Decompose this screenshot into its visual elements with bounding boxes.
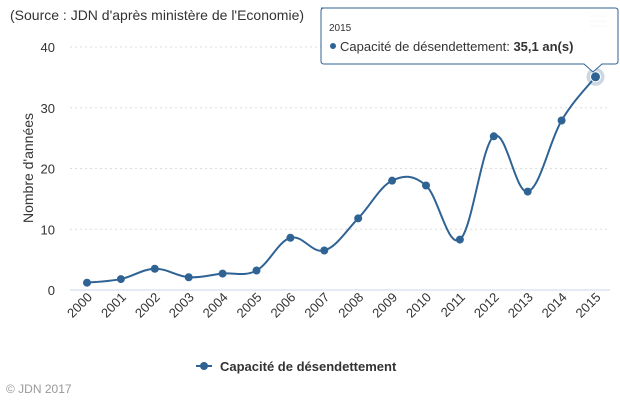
credits: © JDN 2017 [6,382,72,396]
x-tick-label: 2001 [98,290,129,321]
legend-item[interactable]: Capacité de désendettement [196,359,397,374]
x-tick-label: 2005 [234,290,265,321]
data-point[interactable] [184,273,193,282]
data-point[interactable] [523,187,532,196]
y-axis-ticks: 0 10 20 30 40 [41,40,55,298]
x-tick-label: 2006 [267,290,298,321]
x-tick-label: 2004 [200,290,231,321]
legend-marker-symbol [200,362,208,370]
data-point[interactable] [252,266,261,275]
legend-label: Capacité de désendettement [220,359,397,374]
data-point[interactable] [150,264,159,273]
tooltip-text: Capacité de désendettement: 35,1 an(s) [340,39,573,54]
x-tick-label: 2000 [64,290,95,321]
x-axis-ticks: 2000 2001 2002 2003 2004 2005 2006 2007 2008 2009… [64,290,604,321]
data-point[interactable] [489,132,498,141]
x-tick-label: 2002 [132,290,163,321]
data-point[interactable] [286,233,295,242]
y-tick-label: 30 [41,101,55,116]
tooltip-box [320,7,619,73]
tooltip-value: 35,1 an(s) [513,39,573,54]
x-tick-label: 2011 [438,290,468,320]
data-point[interactable] [218,269,227,278]
y-tick-label: 20 [41,162,55,177]
x-tick-label: 2009 [369,290,400,321]
data-point[interactable] [455,235,464,244]
tooltip-bullet [330,43,336,49]
x-tick-label: 2015 [573,290,604,321]
data-point[interactable] [116,275,125,284]
data-point[interactable] [320,246,329,255]
x-tick-label: 2013 [505,290,536,321]
data-point[interactable] [557,116,566,125]
y-axis-title: Nombre d'années [20,113,36,223]
y-tick-label: 0 [48,283,55,298]
y-tick-label: 40 [41,40,55,55]
x-tick-label: 2008 [335,290,366,321]
data-point[interactable] [388,176,397,185]
x-tick-label: 2012 [471,290,502,321]
tooltip-series-label: Capacité de désendettement: [340,39,513,54]
tooltip-header: 2015 [329,23,352,34]
series-group [83,67,605,287]
x-tick-label: 2003 [166,290,197,321]
x-tick-label: 2014 [539,290,570,321]
x-tick-label: 2007 [301,290,332,321]
tooltip: 2015 Capacité de désendettement: 35,1 an… [320,7,619,73]
data-point[interactable] [590,71,601,83]
data-point[interactable] [83,278,91,287]
data-point[interactable] [354,214,363,223]
x-tick-label: 2010 [403,290,434,321]
grid-lines [70,46,610,230]
source-note: (Source : JDN d'après ministère de l'Eco… [10,7,304,23]
y-tick-label: 10 [41,222,55,237]
data-point[interactable] [422,181,430,190]
